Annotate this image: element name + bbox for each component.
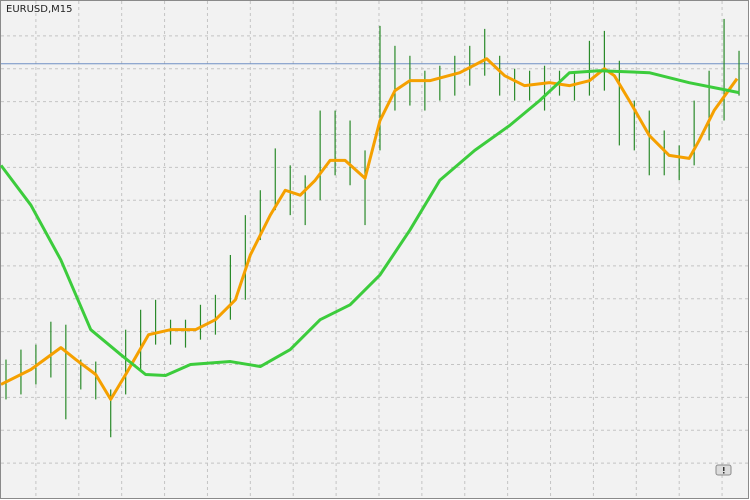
moving-average	[0, 69, 740, 377]
alert-button[interactable]	[715, 464, 732, 476]
chart-title: EURUSD,M15	[6, 4, 72, 15]
marks	[0, 18, 749, 438]
moving-average	[0, 57, 739, 401]
